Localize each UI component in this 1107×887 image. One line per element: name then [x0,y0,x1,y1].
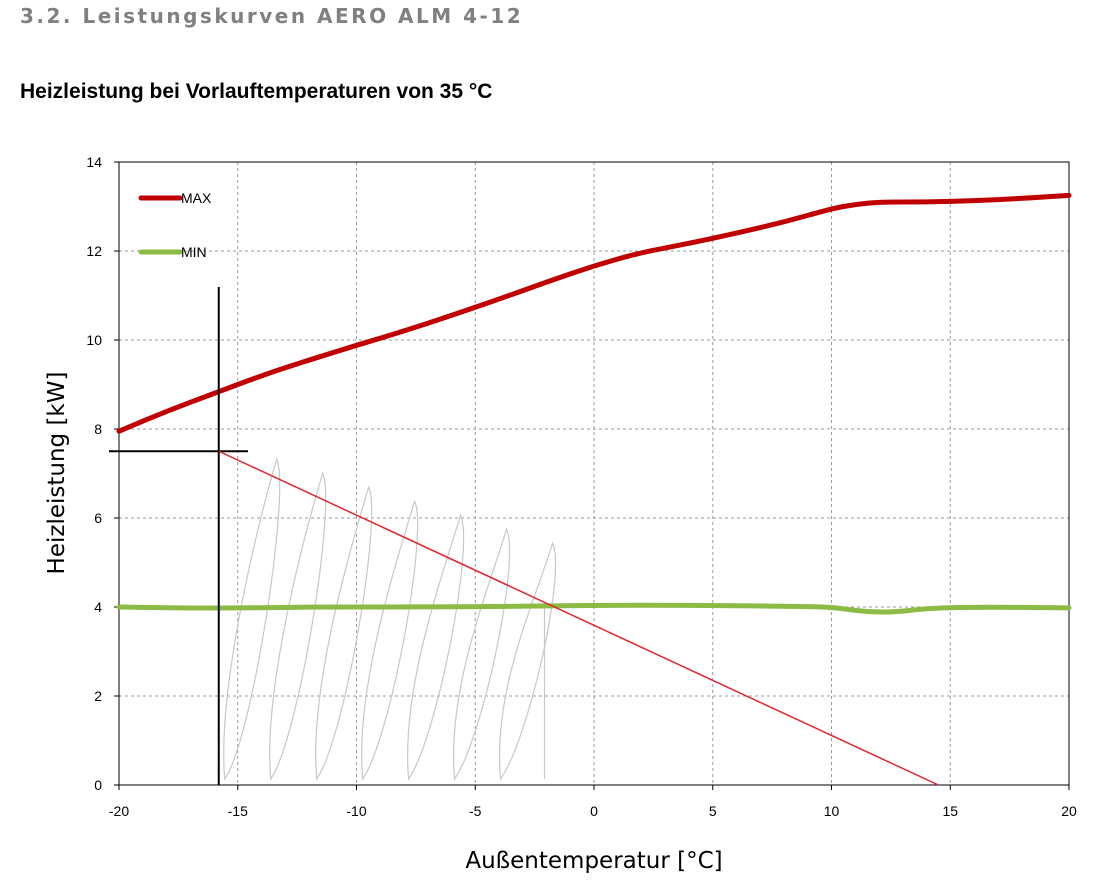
series-lines [116,192,1072,615]
chart-title: Heizleistung bei Vorlauftemperaturen von… [20,80,493,103]
annotation-lines [109,287,939,786]
y-axis-title: Heizleistung [kW] [44,372,70,575]
legend-label-min: MIN [181,244,207,260]
section-heading: 3.2. Leistungskurven AERO ALM 4-12 [20,4,524,28]
x-tick-label: 5 [709,803,717,819]
hatch-stroke [499,541,557,781]
series-line-min [116,602,1072,615]
hatch-stroke [223,457,281,781]
x-tick-label: 0 [590,803,598,819]
y-axis-ticks: 0 2 4 6 8 10 12 14 [86,154,119,793]
x-tick-label: -10 [346,803,366,819]
x-tick-label: -20 [109,803,129,819]
x-tick-label: 15 [942,803,958,819]
x-axis-title: Außentemperatur [°C] [465,848,722,874]
x-tick-label: -15 [228,803,248,819]
x-tick-label: 20 [1061,803,1077,819]
x-axis-ticks: -20 -15 -10 -5 0 5 10 15 20 [109,785,1077,819]
y-tick-label: 10 [86,332,102,348]
hatch-stroke [361,499,419,781]
x-tick-label: -5 [469,803,482,819]
heating-load-line [218,450,939,786]
y-tick-label: 4 [94,599,102,615]
y-tick-label: 12 [86,243,102,259]
legend-label-max: MAX [181,190,212,206]
hatch-stroke [315,485,373,781]
hatch-stroke [453,527,511,781]
y-tick-label: 6 [94,510,102,526]
y-tick-label: 0 [94,777,102,793]
shaded-region [223,457,557,781]
y-tick-label: 14 [86,154,102,170]
y-tick-label: 2 [94,688,102,704]
legend: MAX MIN [138,190,212,260]
hatch-stroke [269,471,327,781]
y-tick-label: 8 [94,421,102,437]
series-line-max [116,192,1072,434]
hatch-stroke [407,513,465,781]
x-tick-label: 10 [824,803,840,819]
